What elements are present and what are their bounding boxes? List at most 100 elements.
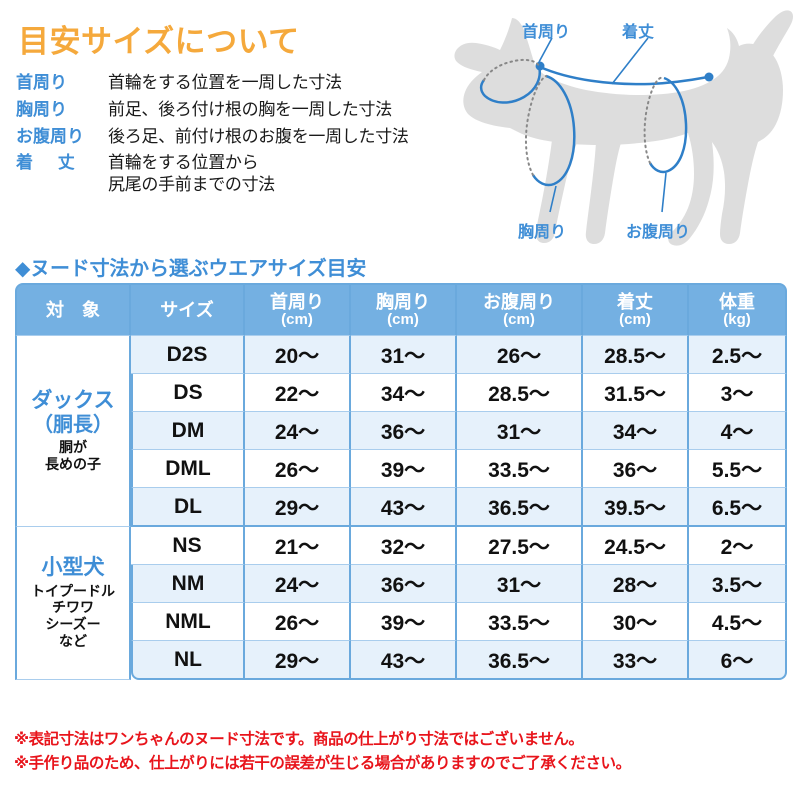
cell-length: 31.5〜 bbox=[583, 374, 689, 412]
column-header-length-unit: (cm) bbox=[619, 310, 651, 328]
footnote-handmade-tolerance: ※手作り品のため、仕上がりには若干の誤差が生じる場合がありますのでご了承ください… bbox=[14, 755, 631, 773]
category-cell-dachshund: ダックス （胴長） 胴が 長めの子 bbox=[15, 336, 131, 527]
column-header-weight: 体重 (kg) bbox=[689, 283, 787, 336]
dog-silhouette-icon bbox=[454, 10, 793, 246]
size-table-container: 対 象 サイズ 首周り (cm) 胸周り (cm) お腹周り (cm) bbox=[15, 283, 787, 680]
cell-weight: 4〜 bbox=[689, 412, 787, 450]
cell-chest: 39〜 bbox=[351, 450, 457, 488]
table-row: DL 29〜 43〜 36.5〜 39.5〜 6.5〜 bbox=[15, 488, 787, 527]
cell-weight: 6〜 bbox=[689, 641, 787, 680]
cell-belly: 33.5〜 bbox=[457, 450, 583, 488]
table-row: DML 26〜 39〜 33.5〜 36〜 5.5〜 bbox=[15, 450, 787, 488]
definition-desc-belly: 後ろ足、前付け根のお腹を一周した寸法 bbox=[108, 126, 409, 146]
cell-size: DM bbox=[131, 412, 245, 450]
neck-leader-line bbox=[538, 37, 553, 63]
size-table-heading: ◆ヌード寸法から選ぶウエアサイズ目安 bbox=[15, 258, 367, 280]
cell-size: NS bbox=[131, 527, 245, 565]
table-row: NML 26〜 39〜 33.5〜 30〜 4.5〜 bbox=[15, 603, 787, 641]
cell-length: 36〜 bbox=[583, 450, 689, 488]
cell-weight: 6.5〜 bbox=[689, 488, 787, 527]
table-row: 小型犬 トイプードル チワワ シーズー など NS 21〜 32〜 27.5〜 … bbox=[15, 527, 787, 680]
cell-belly: 31〜 bbox=[457, 565, 583, 603]
cell-weight: 3.5〜 bbox=[689, 565, 787, 603]
column-header-chest-label: 胸周り bbox=[376, 291, 430, 312]
cell-chest: 31〜 bbox=[351, 336, 457, 374]
cell-weight: 3〜 bbox=[689, 374, 787, 412]
cell-neck: 26〜 bbox=[245, 603, 351, 641]
cell-chest: 36〜 bbox=[351, 565, 457, 603]
size-table-head: 対 象 サイズ 首周り (cm) 胸周り (cm) お腹周り (cm) bbox=[15, 283, 787, 336]
cell-belly: 33.5〜 bbox=[457, 603, 583, 641]
column-header-size: サイズ bbox=[131, 283, 245, 336]
cell-size: DML bbox=[131, 450, 245, 488]
footnote-nude-measurement: ※表記寸法はワンちゃんのヌード寸法です。商品の仕上がり寸法ではございません。 bbox=[14, 731, 584, 748]
cell-chest: 36〜 bbox=[351, 412, 457, 450]
cell-chest: 34〜 bbox=[351, 374, 457, 412]
cell-size: NML bbox=[131, 603, 245, 641]
cell-weight: 2〜 bbox=[689, 527, 787, 565]
column-header-chest: 胸周り (cm) bbox=[351, 283, 457, 336]
column-header-neck: 首周り (cm) bbox=[245, 283, 351, 336]
size-table-header-row: 対 象 サイズ 首周り (cm) 胸周り (cm) お腹周り (cm) bbox=[15, 283, 787, 336]
neck-measure-ellipse bbox=[479, 58, 541, 104]
category-dachshund-note: 胴が 長めの子 bbox=[45, 438, 101, 472]
cell-belly: 36.5〜 bbox=[457, 488, 583, 527]
table-row: DS 22〜 34〜 28.5〜 31.5〜 3〜 bbox=[15, 374, 787, 412]
cell-neck: 22〜 bbox=[245, 374, 351, 412]
cell-size: NM bbox=[131, 565, 245, 603]
cell-neck: 24〜 bbox=[245, 412, 351, 450]
cell-chest: 43〜 bbox=[351, 488, 457, 527]
cell-chest: 39〜 bbox=[351, 603, 457, 641]
cell-neck: 29〜 bbox=[245, 641, 351, 680]
category-cell-small-dog: 小型犬 トイプードル チワワ シーズー など bbox=[15, 527, 131, 680]
cell-weight: 4.5〜 bbox=[689, 603, 787, 641]
definition-desc-chest: 前足、後ろ付け根の胸を一周した寸法 bbox=[108, 99, 392, 119]
cell-weight: 2.5〜 bbox=[689, 336, 787, 374]
cell-size: DS bbox=[131, 374, 245, 412]
definition-desc-length: 首輪をする位置から 尻尾の手前までの寸法 bbox=[108, 153, 275, 194]
definition-row-chest: 胸周り 前足、後ろ付け根の胸を一周した寸法 bbox=[16, 99, 436, 121]
column-header-weight-unit: (kg) bbox=[723, 310, 751, 328]
header-section: 目安サイズについて 首周り 首輪をする位置を一周した寸法 胸周り 前足、後ろ付け… bbox=[0, 0, 800, 250]
cell-belly: 28.5〜 bbox=[457, 374, 583, 412]
definition-term-chest: 胸周り bbox=[16, 99, 67, 119]
measurement-definition-list: 首周り 首輪をする位置を一周した寸法 胸周り 前足、後ろ付け根の胸を一周した寸法… bbox=[16, 72, 436, 201]
category-dachshund-sub: （胴長） bbox=[33, 413, 113, 436]
diagram-label-length: 着丈 bbox=[622, 24, 655, 41]
column-header-chest-unit: (cm) bbox=[387, 310, 419, 328]
diagram-label-neck: 首周り bbox=[522, 24, 571, 41]
footnotes-section: ※表記寸法はワンちゃんのヌード寸法です。商品の仕上がり寸法ではございません。 ※… bbox=[14, 728, 794, 776]
category-small-dog-main: 小型犬 bbox=[41, 556, 105, 580]
page-title: 目安サイズについて bbox=[18, 24, 300, 59]
definition-row-belly: お腹周り 後ろ足、前付け根のお腹を一周した寸法 bbox=[16, 126, 436, 148]
length-end-dot bbox=[704, 72, 714, 82]
cell-chest: 32〜 bbox=[351, 527, 457, 565]
cell-weight: 5.5〜 bbox=[689, 450, 787, 488]
column-header-neck-label: 首周り bbox=[270, 291, 324, 312]
cell-belly: 31〜 bbox=[457, 412, 583, 450]
column-header-weight-label: 体重 bbox=[719, 291, 755, 312]
cell-chest: 43〜 bbox=[351, 641, 457, 680]
definition-term-belly: お腹周り bbox=[16, 126, 84, 146]
cell-size: DL bbox=[131, 488, 245, 527]
column-header-belly: お腹周り (cm) bbox=[457, 283, 583, 336]
cell-length: 34〜 bbox=[583, 412, 689, 450]
cell-neck: 20〜 bbox=[245, 336, 351, 374]
category-small-dog-note: トイプードル チワワ シーズー など bbox=[31, 582, 115, 649]
cell-length: 39.5〜 bbox=[583, 488, 689, 527]
definition-term-neck: 首周り bbox=[16, 73, 67, 92]
cell-length: 24.5〜 bbox=[583, 527, 689, 565]
column-header-length: 着丈 (cm) bbox=[583, 283, 689, 336]
cell-neck: 21〜 bbox=[245, 527, 351, 565]
category-dachshund-main: ダックス bbox=[31, 389, 115, 413]
definition-row-neck: 首周り 首輪をする位置を一周した寸法 bbox=[16, 72, 436, 94]
cell-belly: 27.5〜 bbox=[457, 527, 583, 565]
belly-leader-line bbox=[661, 172, 667, 213]
column-header-neck-unit: (cm) bbox=[281, 310, 313, 328]
cell-belly: 36.5〜 bbox=[457, 641, 583, 680]
column-header-belly-label: お腹周り bbox=[483, 291, 555, 312]
size-table: 対 象 サイズ 首周り (cm) 胸周り (cm) お腹周り (cm) bbox=[15, 283, 787, 680]
size-table-body: ダックス （胴長） 胴が 長めの子 D2S 20〜 31〜 26〜 28.5〜 … bbox=[15, 336, 787, 680]
table-row: DM 24〜 36〜 31〜 34〜 4〜 bbox=[15, 412, 787, 450]
table-row: NL 29〜 43〜 36.5〜 33〜 6〜 bbox=[15, 641, 787, 680]
